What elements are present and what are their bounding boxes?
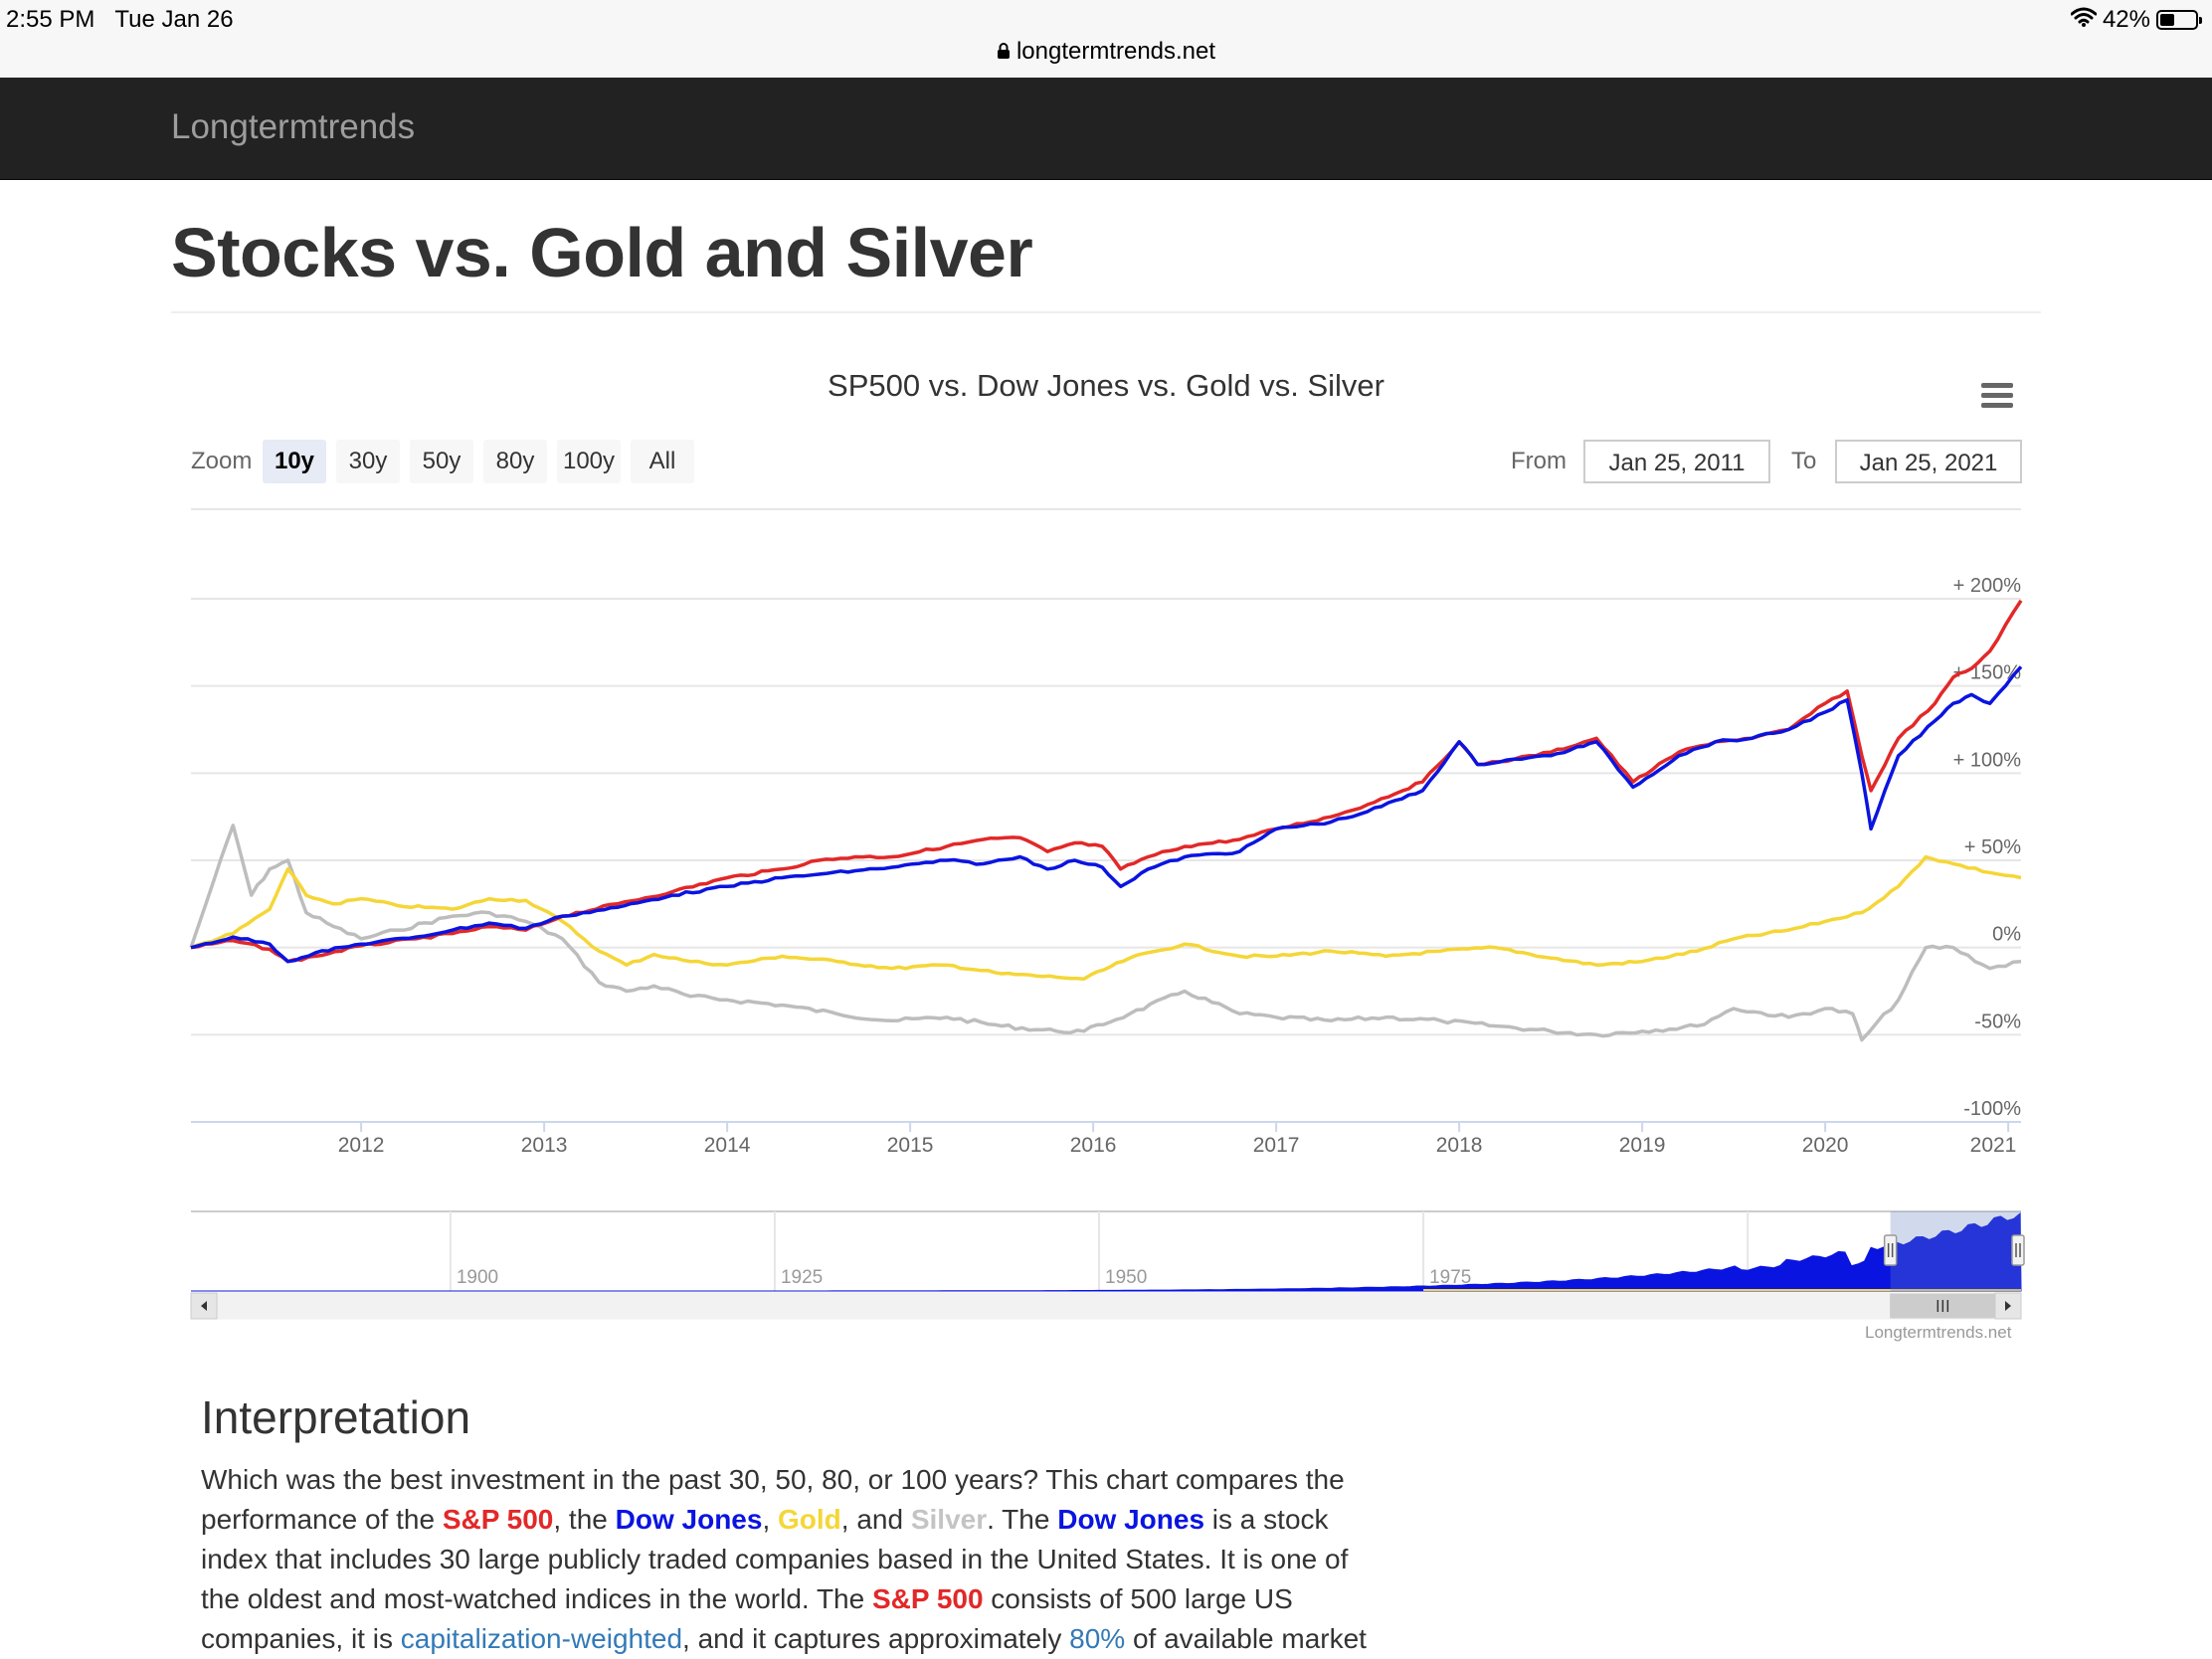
interpretation-heading: Interpretation (201, 1391, 471, 1443)
zoom-all-button[interactable]: All (631, 440, 694, 483)
status-right-group: 42% (2070, 6, 2202, 34)
navigator-left-handle[interactable] (1883, 1234, 1898, 1266)
hamburger-menu-icon[interactable] (1979, 380, 2015, 412)
zoom-10y-button[interactable]: 10y (263, 440, 326, 483)
y-tick-label: + 200% (1953, 575, 2022, 597)
zoom-50y-button[interactable]: 50y (410, 440, 473, 483)
dow-jones-highlight: Dow Jones (615, 1504, 763, 1535)
y-tick-label: -50% (1974, 1011, 2021, 1032)
navigator-x-label: 1900 (457, 1267, 498, 1288)
status-clock: 2:55 PM Tue Jan 26 (6, 6, 234, 34)
x-tick-label: 2016 (1070, 1134, 1117, 1157)
series-line-silver[interactable] (189, 824, 2022, 1042)
eighty-percent-link[interactable]: 80% (1069, 1623, 1126, 1654)
battery-fill (2160, 14, 2174, 26)
from-date-input[interactable]: Jan 25, 2011 (1583, 440, 1770, 483)
x-tick-label: 2013 (521, 1134, 568, 1157)
y-tick-label: + 100% (1953, 749, 2022, 771)
x-tick-label: 2018 (1436, 1134, 1483, 1157)
scroll-right-arrow-icon (2005, 1301, 2011, 1311)
stock-gold-silver-chart[interactable]: + 200%+ 150%+ 100%+ 50%0%-50%-100%2012 20… (0, 0, 2212, 1353)
x-tick-label: 2017 (1253, 1134, 1300, 1157)
x-tick-label: 2021 (1970, 1134, 2017, 1157)
series-line-gold[interactable] (190, 854, 2022, 981)
y-tick-label: + 50% (1964, 836, 2021, 858)
chart-credit: Longtermtrends.net (1865, 1323, 2012, 1342)
site-navbar: Longtermtrends (0, 78, 2212, 180)
zoom-100y-button[interactable]: 100y (557, 440, 621, 483)
dow-jones-highlight: Dow Jones (1057, 1504, 1205, 1535)
to-date-input[interactable]: Jan 25, 2021 (1835, 440, 2022, 483)
scroll-left-arrow-icon (201, 1301, 207, 1311)
sp500-highlight: S&P 500 (871, 1583, 984, 1614)
x-tick-label: 2020 (1802, 1134, 1849, 1157)
capitalization-weighted-link[interactable]: capitalization-weighted (400, 1623, 683, 1654)
title-divider (171, 311, 2041, 313)
to-label: To (1791, 448, 1817, 474)
zoom-30y-button[interactable]: 30y (336, 440, 400, 483)
navigator-x-label: 1975 (1429, 1267, 1471, 1288)
sp500-highlight: S&P 500 (442, 1504, 554, 1535)
lock-icon (997, 39, 1011, 67)
zoom-label: Zoom (191, 448, 253, 474)
x-tick-label: 2015 (887, 1134, 934, 1157)
navigator-area-dow (191, 1211, 2022, 1292)
scrollbar-track[interactable] (190, 1292, 2022, 1320)
page-title: Stocks vs. Gold and Silver (171, 214, 1033, 291)
navigator-x-label: 1950 (1105, 1267, 1147, 1288)
x-tick-label: 2014 (704, 1134, 751, 1157)
status-time: 2:55 PM (6, 6, 95, 33)
url-text[interactable]: longtermtrends.net (1015, 38, 1216, 65)
address-bar[interactable]: longtermtrends.net (0, 38, 2212, 67)
y-tick-label: -100% (1963, 1098, 2021, 1120)
ios-status-bar: 2:55 PM Tue Jan 26 longtermtrends.net 42… (0, 0, 2212, 78)
zoom-80y-button[interactable]: 80y (483, 440, 547, 483)
wifi-icon (2070, 6, 2098, 34)
battery-tip (2199, 17, 2202, 24)
y-tick-label: 0% (1992, 924, 2021, 946)
chart-title: SP500 vs. Dow Jones vs. Gold vs. Silver (828, 368, 1384, 403)
scroll-left-button[interactable] (190, 1292, 218, 1320)
from-label: From (1511, 448, 1567, 474)
interpretation-paragraph: Which was the best investment in the pas… (201, 1464, 1367, 1654)
series-line-dow[interactable] (190, 665, 2023, 964)
battery-percent: 42% (2102, 6, 2150, 33)
gold-highlight: Gold (778, 1504, 841, 1535)
x-tick-label: 2019 (1619, 1134, 1666, 1157)
x-tick-label: 2012 (338, 1134, 385, 1157)
status-date: Tue Jan 26 (114, 6, 234, 33)
battery-icon (2156, 10, 2202, 30)
navigator-right-handle[interactable] (2011, 1234, 2025, 1266)
navigator-x-label: 1925 (781, 1267, 823, 1288)
brand-link[interactable]: Longtermtrends (171, 107, 416, 146)
silver-highlight: Silver (910, 1504, 988, 1535)
navigator-selection-mask[interactable] (1890, 1211, 2021, 1291)
